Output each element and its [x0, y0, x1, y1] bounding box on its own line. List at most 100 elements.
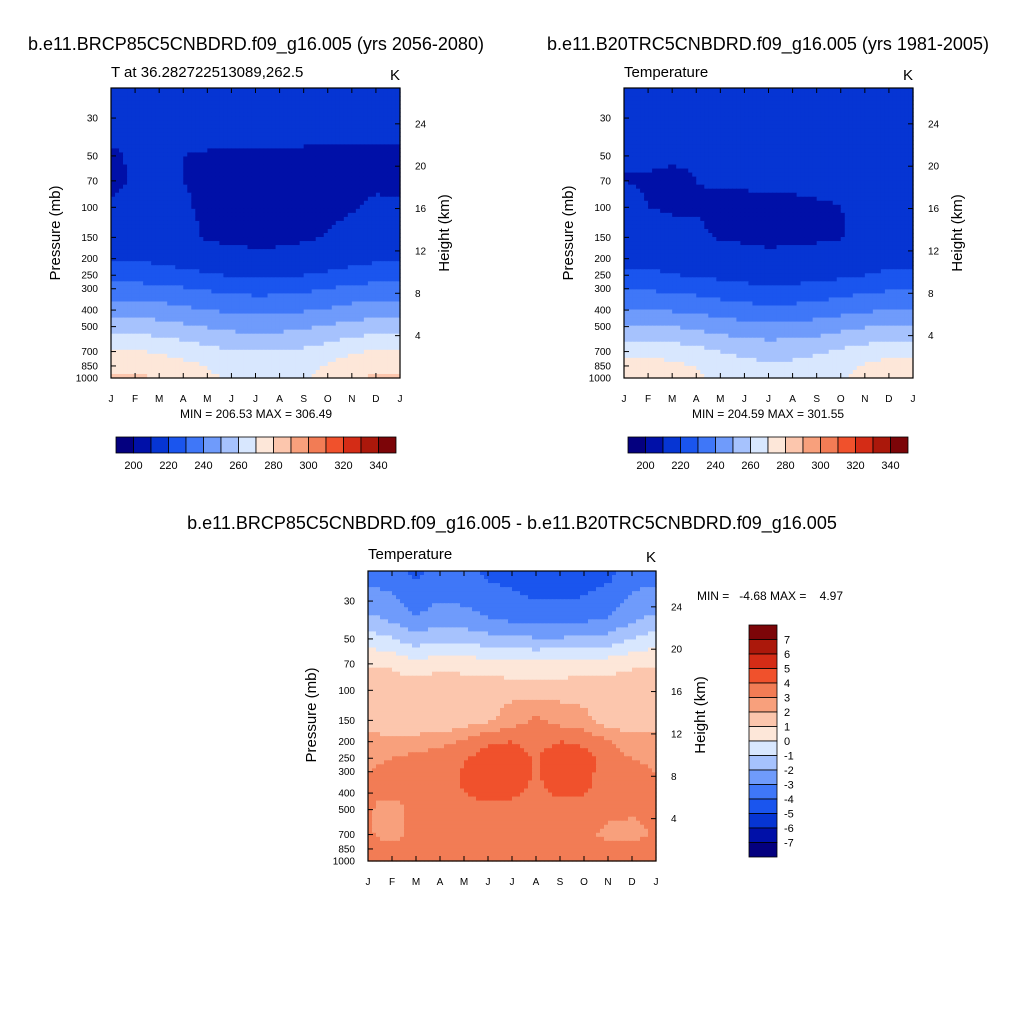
field-cell	[211, 212, 216, 218]
field-cell	[231, 353, 237, 359]
field-cell	[307, 257, 313, 262]
field-cell	[191, 317, 196, 323]
field-cell	[135, 156, 140, 162]
field-cell	[355, 233, 361, 238]
field-cell	[367, 317, 373, 323]
field-cell	[171, 128, 176, 133]
field-cell	[115, 188, 120, 194]
field-cell	[295, 108, 301, 113]
field-cell	[279, 164, 285, 170]
field-cell	[367, 132, 373, 137]
field-cell	[327, 349, 333, 355]
field-cell	[303, 285, 309, 290]
field-cell	[299, 152, 305, 158]
field-cell	[179, 365, 184, 371]
field-cell	[347, 164, 353, 170]
field-cell	[223, 357, 228, 363]
field-cell	[355, 156, 361, 162]
field-cell	[283, 220, 289, 226]
field-cell	[239, 361, 245, 367]
field-cell	[279, 329, 285, 335]
field-cell	[211, 301, 216, 307]
field-cell	[167, 208, 172, 214]
field-cell	[171, 176, 176, 182]
field-cell	[183, 357, 188, 363]
field-cell	[243, 281, 249, 286]
field-cell	[139, 112, 144, 117]
field-cell	[155, 353, 160, 359]
field-cell	[119, 224, 124, 230]
field-cell	[235, 265, 241, 270]
field-cell	[127, 220, 132, 226]
field-cell	[275, 144, 281, 150]
field-cell	[359, 148, 365, 154]
field-cell	[351, 249, 357, 254]
field-cell	[123, 237, 128, 242]
field-cell	[371, 180, 377, 186]
field-cell	[347, 160, 353, 166]
field-cell	[147, 188, 152, 194]
field-cell	[163, 269, 168, 274]
field-cell	[171, 136, 176, 141]
field-cell	[343, 120, 349, 125]
field-cell	[287, 333, 293, 339]
field-cell	[291, 172, 297, 178]
field-cell	[127, 353, 132, 359]
field-cell	[295, 104, 301, 109]
field-cell	[391, 184, 397, 190]
field-cell	[299, 253, 305, 258]
field-cell	[227, 120, 233, 125]
field-cell	[175, 212, 180, 218]
field-cell	[143, 228, 148, 234]
field-cell	[255, 184, 261, 190]
field-cell	[155, 128, 160, 133]
field-cell	[331, 277, 337, 282]
field-cell	[203, 132, 208, 137]
field-cell	[215, 297, 220, 303]
field-cell	[299, 277, 305, 282]
field-cell	[191, 220, 196, 226]
field-cell	[151, 317, 156, 323]
field-cell	[247, 345, 253, 351]
field-cell	[163, 345, 168, 351]
field-cell	[347, 172, 353, 178]
field-cell	[175, 257, 180, 262]
field-cell	[219, 212, 224, 218]
field-cell	[187, 349, 192, 355]
field-cell	[391, 124, 397, 129]
field-cell	[247, 257, 253, 262]
field-cell	[219, 341, 224, 347]
field-cell	[231, 245, 237, 250]
field-cell	[363, 164, 369, 170]
field-cell	[247, 233, 253, 238]
field-cell	[303, 249, 309, 254]
field-cell	[163, 176, 168, 182]
field-cell	[335, 128, 341, 133]
field-cell	[343, 357, 349, 363]
field-cell	[263, 176, 269, 182]
field-cell	[267, 96, 273, 101]
field-cell	[111, 132, 116, 137]
field-cell	[115, 285, 120, 290]
field-cell	[395, 152, 401, 158]
field-cell	[391, 261, 397, 266]
field-cell	[311, 176, 317, 182]
field-cell	[323, 188, 329, 194]
field-cell	[227, 349, 233, 355]
field-cell	[263, 237, 269, 242]
field-cell	[139, 212, 144, 218]
field-cell	[371, 309, 377, 315]
field-cell	[143, 253, 148, 258]
field-cell	[355, 88, 361, 93]
field-cell	[183, 104, 188, 109]
field-cell	[327, 216, 333, 222]
field-cell	[307, 96, 313, 101]
field-cell	[367, 273, 373, 278]
field-cell	[135, 200, 140, 206]
field-cell	[383, 140, 389, 145]
field-cell	[231, 289, 237, 295]
field-cell	[131, 277, 136, 282]
field-cell	[187, 277, 192, 282]
field-cell	[219, 144, 224, 150]
field-cell	[331, 349, 337, 355]
